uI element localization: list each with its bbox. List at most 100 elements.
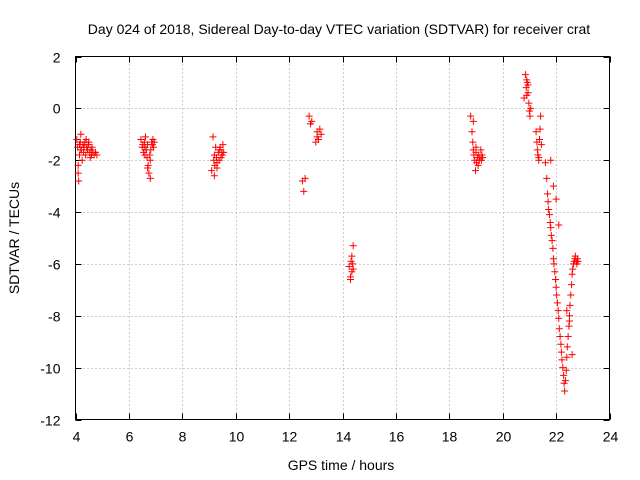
data-point <box>560 371 568 379</box>
data-point <box>545 205 553 213</box>
data-point <box>547 224 555 232</box>
data-point <box>544 198 552 206</box>
data-point <box>568 270 576 278</box>
data-point <box>548 237 556 245</box>
x-axis-label: GPS time / hours <box>288 457 395 473</box>
data-point <box>308 117 316 125</box>
data-point <box>561 387 569 395</box>
data-point <box>556 333 564 341</box>
data-point <box>479 154 487 162</box>
data-point <box>219 141 227 149</box>
data-point <box>208 167 216 175</box>
data-point <box>536 135 544 143</box>
data-point <box>77 130 85 138</box>
data-point <box>526 112 534 120</box>
x-tick-label: 20 <box>496 429 512 445</box>
x-tick-label: 16 <box>389 429 405 445</box>
data-point <box>141 151 149 159</box>
data-point <box>563 307 571 315</box>
data-point <box>562 366 570 374</box>
y-tick-label: -2 <box>48 153 61 169</box>
data-point <box>549 244 557 252</box>
data-point <box>549 182 557 190</box>
data-point <box>76 151 84 159</box>
data-point <box>88 143 96 151</box>
data-point <box>149 143 157 151</box>
data-point <box>555 325 563 333</box>
data-point <box>568 351 576 359</box>
data-point <box>552 275 560 283</box>
data-point <box>564 333 572 341</box>
data-point <box>317 130 325 138</box>
data-point <box>547 231 555 239</box>
data-point <box>477 146 485 154</box>
y-tick-label: -4 <box>48 205 61 221</box>
data-point <box>563 353 571 361</box>
data-point <box>93 151 101 159</box>
tick-labels: 4 6 8 10 12 14 16 18 20 22 24 -12 -10 -8 -6 -4 -2 0 2 <box>40 50 618 445</box>
grid-lines <box>75 56 610 420</box>
y-tick-label: -8 <box>48 309 61 325</box>
x-tick-label: 6 <box>126 429 134 445</box>
y-tick-label: -6 <box>48 257 61 273</box>
data-point <box>78 156 86 164</box>
data-point <box>313 133 321 141</box>
data-point <box>472 143 480 151</box>
data-point <box>209 133 217 141</box>
data-point <box>141 133 149 141</box>
x-tick-label: 4 <box>73 429 81 445</box>
data-point <box>553 299 561 307</box>
y-tick-label: -10 <box>40 361 60 377</box>
x-tick-label: 22 <box>549 429 565 445</box>
data-point <box>75 177 83 185</box>
data-point <box>77 146 85 154</box>
data-point <box>305 112 313 120</box>
data-point <box>213 164 221 172</box>
data-point <box>567 291 575 299</box>
data-point <box>301 174 309 182</box>
data-point <box>536 125 544 133</box>
data-point <box>545 211 553 219</box>
data-point <box>553 291 561 299</box>
y-tick-label: 0 <box>53 101 61 117</box>
data-points <box>73 71 582 395</box>
data-point <box>468 128 476 136</box>
x-tick-label: 8 <box>179 429 187 445</box>
data-point <box>220 148 228 156</box>
y-tick-label: -12 <box>40 413 60 429</box>
data-point <box>146 174 154 182</box>
data-point <box>552 195 560 203</box>
x-tick-label: 14 <box>336 429 352 445</box>
data-point <box>82 151 90 159</box>
data-point <box>537 141 545 149</box>
data-point <box>316 125 324 133</box>
data-point <box>474 161 482 169</box>
data-point <box>521 71 529 79</box>
data-point <box>527 104 535 112</box>
data-point <box>349 260 357 268</box>
data-point <box>543 174 551 182</box>
data-point <box>537 112 545 120</box>
data-point <box>555 314 563 322</box>
data-point <box>469 138 477 146</box>
data-point <box>85 138 93 146</box>
data-point <box>552 283 560 291</box>
x-tick-label: 12 <box>282 429 298 445</box>
data-point <box>74 161 82 169</box>
data-point <box>568 281 576 289</box>
chart-title: Day 024 of 2018, Sidereal Day-to-day VTE… <box>88 21 590 37</box>
data-point <box>558 356 566 364</box>
data-point <box>566 301 574 309</box>
data-point <box>347 275 355 283</box>
x-tick-label: 24 <box>603 429 619 445</box>
data-point <box>555 221 563 229</box>
x-tick-label: 10 <box>229 429 245 445</box>
data-point <box>565 322 573 330</box>
data-point <box>563 343 571 351</box>
data-point <box>146 156 154 164</box>
plot-frame <box>75 56 610 420</box>
data-point <box>554 307 562 315</box>
data-point <box>557 340 565 348</box>
axis-ticks <box>75 56 611 421</box>
